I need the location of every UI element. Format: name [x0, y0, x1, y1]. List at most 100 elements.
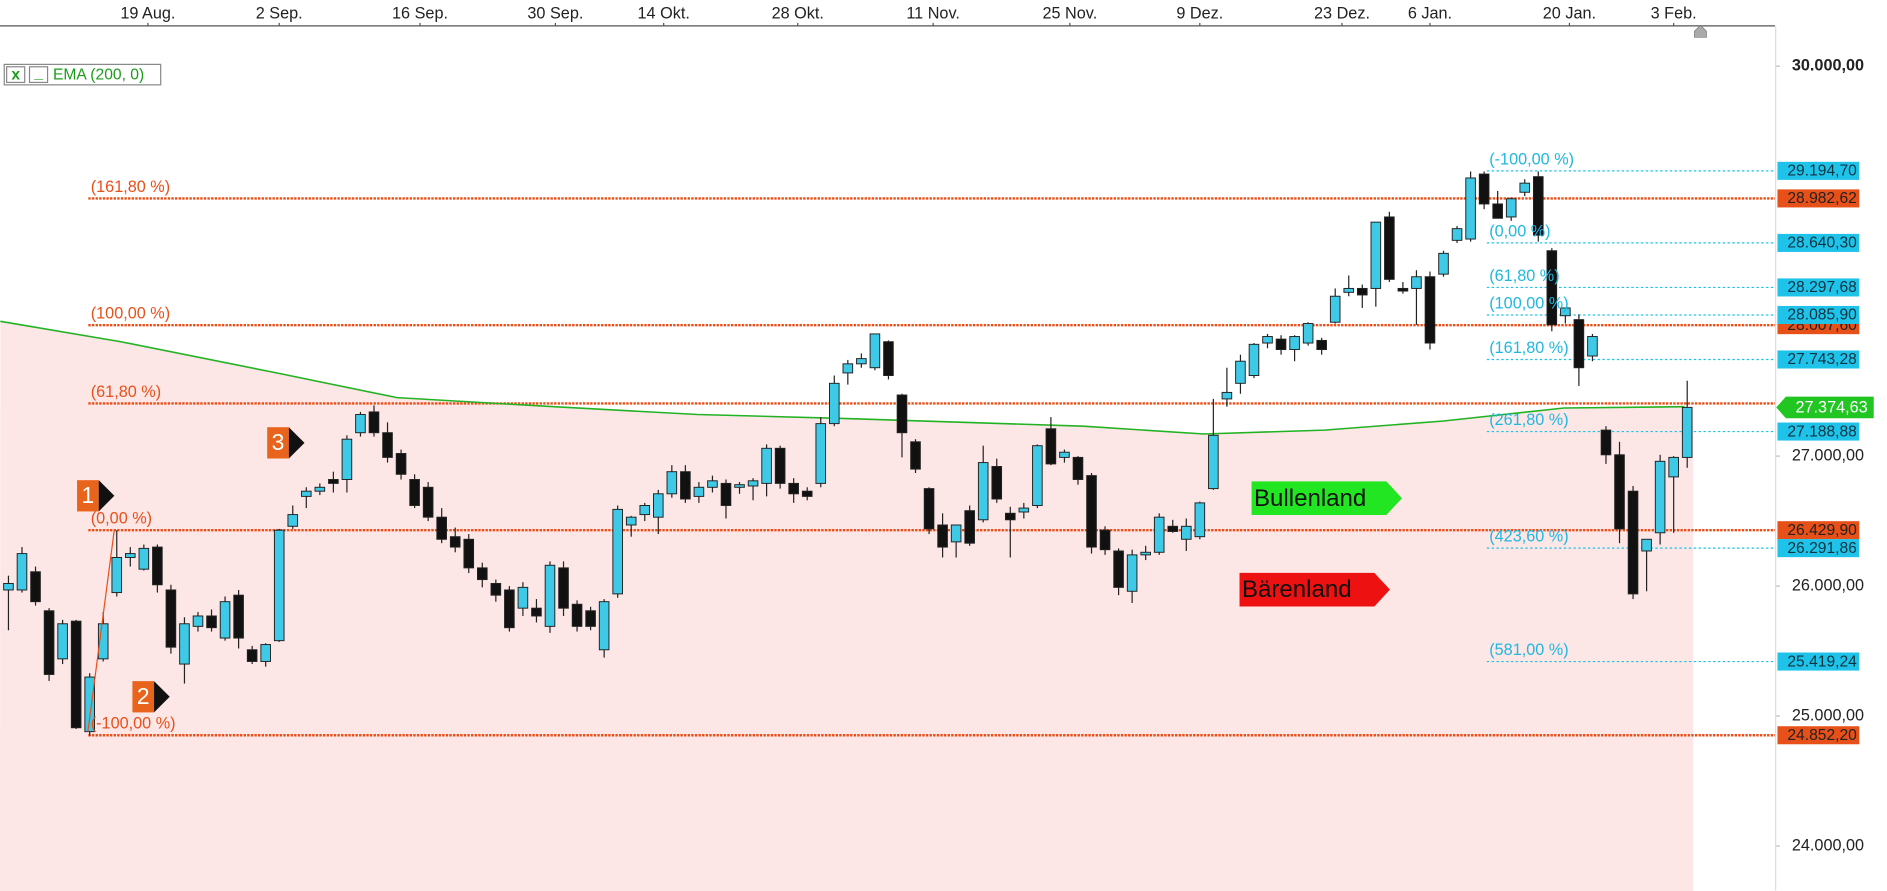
price-box-label: 26.291,86 [1787, 540, 1857, 557]
candle-body [585, 610, 596, 627]
price-box [1777, 652, 1860, 671]
candle-body [1370, 221, 1382, 289]
candle-body [639, 505, 651, 516]
candle-body [1343, 287, 1355, 293]
candle-body [1167, 525, 1179, 532]
wave-box [77, 480, 99, 512]
fib-level-name: (581,00 %) [1489, 641, 1568, 659]
candle-body [422, 486, 434, 518]
candle-body [977, 462, 989, 521]
scroll-marker[interactable] [1694, 24, 1707, 38]
candle-body [517, 586, 529, 609]
candle-body [16, 553, 28, 591]
candle-body [246, 649, 258, 662]
candle-body [1654, 460, 1666, 534]
candle-body [1045, 428, 1057, 465]
candle-body [1478, 173, 1490, 205]
y-tick-label: 26.000,00 [1792, 576, 1864, 594]
candle-body [395, 453, 407, 475]
candle-body [1451, 228, 1463, 241]
overlay-layer: (161,80 %)28.982,62(100,00 %)28.007,60(6… [77, 150, 1874, 745]
close-button-label[interactable]: x [11, 66, 20, 83]
y-tick-label: 30.000,00 [1792, 56, 1864, 74]
candle-body [1532, 176, 1544, 236]
candle-body [1004, 512, 1016, 521]
candle-body [1614, 454, 1625, 530]
wave-arrow [288, 427, 305, 459]
x-tick-label: 25 Nov. [1042, 5, 1097, 23]
candle-body [1627, 490, 1639, 595]
fib-level-name: (100,00 %) [1489, 294, 1568, 312]
candle-body [1505, 198, 1517, 218]
candle-body [1587, 336, 1598, 357]
minimize-button[interactable] [28, 66, 49, 84]
candle-body [152, 546, 163, 586]
x-tick-label: 9 Dez. [1176, 5, 1223, 23]
candle-body [1465, 177, 1476, 240]
candle-body [84, 676, 95, 733]
candle-body [273, 529, 285, 642]
price-box [1777, 305, 1860, 324]
candle-body [1384, 216, 1395, 280]
level-layer: 24.000,00 25.000,00 26.000,00 27.000,00 30.0… [88, 5, 1864, 854]
candle-body [693, 486, 705, 497]
candle-body [1681, 406, 1693, 458]
x-tick-label: 23 Dez. [1314, 5, 1370, 23]
candle-body [1560, 307, 1571, 317]
candle-body [612, 508, 623, 595]
candle-body [463, 538, 475, 569]
candle-body [652, 493, 664, 518]
candle-body [666, 471, 678, 495]
bear-box [1239, 572, 1390, 607]
candle-body [1194, 502, 1206, 538]
candle-body [869, 333, 881, 369]
candle-body [409, 479, 420, 506]
candle-body [1140, 551, 1151, 556]
price-box-label: 24.852,20 [1787, 727, 1857, 744]
candle-body [314, 486, 326, 492]
candle-body [1275, 338, 1287, 351]
price-box-label: 28.085,90 [1787, 307, 1857, 324]
candle-body [490, 582, 502, 596]
candle-body [125, 553, 136, 558]
candle-body [165, 589, 177, 648]
minimize-button-label[interactable]: _ [33, 65, 43, 82]
price-box-label: 28.982,62 [1787, 190, 1857, 207]
candle-body [950, 524, 962, 543]
candle-body [1099, 529, 1111, 551]
candle-body [625, 516, 637, 526]
candle-body [964, 510, 975, 544]
candle-body [1329, 295, 1341, 323]
candle-body [287, 514, 299, 527]
candle-body [680, 471, 691, 500]
fib-level-name: (0,00 %) [91, 510, 152, 528]
candle-body [1032, 445, 1043, 506]
candle-body [355, 414, 366, 434]
price-box [1777, 422, 1860, 441]
candle-body [477, 567, 488, 581]
candle-body [1289, 336, 1300, 351]
candle-body [368, 411, 380, 434]
y-tick-label: 25.000,00 [1792, 706, 1864, 724]
y-tick-label: 24.000,00 [1792, 836, 1864, 854]
close-button[interactable] [6, 66, 26, 84]
candle-body [97, 623, 109, 660]
candle-body [1424, 276, 1436, 344]
wave-label: 3 [272, 429, 285, 455]
last-price-box [1776, 396, 1874, 419]
candle-body [774, 447, 786, 484]
price-box-label: 28.297,68 [1787, 279, 1857, 296]
candle-body [30, 571, 41, 603]
x-tick-label: 6 Jan. [1408, 5, 1452, 23]
wave-box [267, 427, 289, 459]
fib-level-name: (-100,00 %) [1489, 150, 1574, 168]
candle-body [504, 589, 515, 629]
last-price-label: 27.374,63 [1795, 398, 1867, 416]
price-box [1777, 521, 1860, 540]
price-box-label: 26.429,90 [1787, 522, 1857, 539]
indicator-toolbar: x _ EMA (200, 0) [3, 63, 162, 86]
candle-body [828, 382, 840, 425]
candle-body [341, 438, 353, 480]
price-box [1777, 161, 1860, 180]
wave-label: 2 [137, 683, 150, 709]
